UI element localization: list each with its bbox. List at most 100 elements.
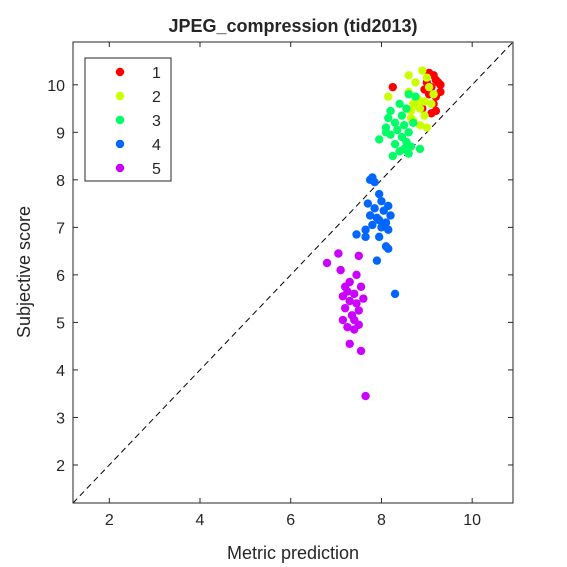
data-point-series-3 bbox=[388, 151, 397, 161]
data-point-series-1 bbox=[427, 109, 436, 118]
data-point-series-5 bbox=[352, 299, 361, 308]
x-tick-label: 8 bbox=[377, 512, 386, 529]
data-point-series-5 bbox=[359, 294, 368, 303]
legend-box bbox=[84, 57, 172, 182]
x-tick-label: 10 bbox=[463, 512, 481, 529]
data-point-series-3 bbox=[395, 99, 404, 108]
data-point-series-4 bbox=[352, 230, 361, 239]
data-point-series-3 bbox=[411, 92, 420, 101]
data-point-series-2 bbox=[418, 66, 427, 75]
data-point-series-4 bbox=[386, 211, 395, 220]
legend-marker-2 bbox=[115, 91, 125, 101]
legend: 1 2 3 4 5 bbox=[84, 57, 172, 182]
data-point-series-3 bbox=[386, 106, 395, 116]
data-point-series-5 bbox=[356, 282, 366, 291]
data-point-series-4 bbox=[384, 244, 393, 253]
data-point-series-2 bbox=[413, 101, 422, 111]
data-point-series-3 bbox=[390, 118, 400, 127]
data-point-series-5 bbox=[350, 325, 359, 334]
x-tick-label: 2 bbox=[105, 512, 114, 529]
data-point-series-2 bbox=[415, 120, 425, 130]
data-point-series-2 bbox=[404, 71, 413, 80]
legend-label-1: 1 bbox=[152, 65, 161, 82]
y-tick-label: 10 bbox=[47, 78, 65, 95]
data-point-series-4 bbox=[390, 289, 400, 299]
data-point-series-4 bbox=[377, 197, 386, 206]
data-point-series-4 bbox=[361, 225, 370, 234]
data-point-series-5 bbox=[354, 251, 363, 261]
plot-frame bbox=[72, 41, 514, 504]
data-point-series-4 bbox=[361, 232, 370, 242]
data-point-series-5 bbox=[354, 306, 363, 315]
legend-marker-1 bbox=[115, 67, 125, 77]
axis-ticks-group: 2 4 6 8 10 2 3 4 5 6 7 8 9 10 bbox=[47, 42, 513, 529]
reference-diagonal-line bbox=[72, 41, 514, 504]
reference-diagonal-group bbox=[72, 41, 514, 504]
data-point-series-3 bbox=[404, 90, 413, 99]
chart-title: JPEG_compression (tid2013) bbox=[168, 16, 417, 36]
data-point-series-5 bbox=[352, 270, 361, 280]
data-point-series-1 bbox=[388, 82, 397, 92]
data-point-series-5 bbox=[361, 391, 370, 401]
data-point-series-2 bbox=[427, 99, 436, 108]
legend-marker-3 bbox=[115, 115, 125, 125]
data-point-series-4 bbox=[370, 204, 379, 213]
y-tick-label: 4 bbox=[56, 363, 65, 380]
x-axis-label: Metric prediction bbox=[227, 543, 359, 563]
data-point-series-5 bbox=[336, 265, 345, 275]
data-point-series-3 bbox=[374, 135, 384, 144]
y-tick-label: 9 bbox=[56, 125, 65, 142]
y-tick-label: 5 bbox=[56, 315, 65, 332]
data-point-series-3 bbox=[404, 128, 413, 137]
data-point-series-3 bbox=[393, 125, 402, 135]
data-point-series-2 bbox=[411, 78, 420, 87]
data-point-series-4 bbox=[374, 189, 384, 199]
data-point-series-3 bbox=[406, 142, 416, 151]
data-point-series-4 bbox=[384, 225, 393, 234]
data-point-series-5 bbox=[334, 249, 343, 258]
data-point-series-5 bbox=[343, 322, 352, 332]
data-point-series-4 bbox=[368, 220, 377, 230]
data-point-series-2 bbox=[424, 82, 434, 92]
legend-label-3: 3 bbox=[152, 113, 161, 130]
data-point-series-4 bbox=[370, 178, 379, 187]
data-point-series-4 bbox=[372, 256, 382, 265]
data-point-series-3 bbox=[390, 139, 400, 149]
data-point-series-5 bbox=[338, 315, 348, 325]
data-point-series-3 bbox=[415, 144, 425, 154]
data-point-series-5 bbox=[350, 289, 359, 299]
x-tick-label: 4 bbox=[196, 512, 205, 529]
data-point-series-2 bbox=[384, 92, 393, 101]
y-tick-label: 2 bbox=[56, 458, 65, 475]
legend-label-2: 2 bbox=[152, 89, 161, 106]
legend-marker-5 bbox=[115, 163, 125, 173]
data-point-series-5 bbox=[338, 292, 348, 301]
data-point-series-3 bbox=[399, 144, 409, 154]
data-point-series-5 bbox=[356, 346, 366, 356]
data-point-series-5 bbox=[345, 339, 354, 348]
y-tick-label: 6 bbox=[56, 268, 65, 285]
data-point-series-4 bbox=[377, 223, 386, 232]
data-point-series-5 bbox=[322, 258, 332, 268]
legend-label-5: 5 bbox=[152, 161, 161, 178]
data-point-series-4 bbox=[374, 232, 384, 242]
data-point-series-5 bbox=[345, 296, 354, 306]
data-point-series-4 bbox=[379, 206, 388, 215]
data-point-series-5 bbox=[340, 303, 350, 313]
data-point-series-2 bbox=[420, 97, 429, 106]
data-point-series-1 bbox=[436, 87, 445, 97]
data-point-series-3 bbox=[399, 120, 409, 130]
data-point-series-2 bbox=[422, 123, 432, 132]
data-point-series-4 bbox=[363, 199, 373, 208]
data-point-series-3 bbox=[409, 118, 418, 127]
data-point-series-2 bbox=[429, 90, 438, 99]
data-point-series-3 bbox=[397, 111, 407, 120]
x-tick-label: 6 bbox=[286, 512, 295, 529]
data-point-series-3 bbox=[381, 128, 391, 137]
data-point-series-3 bbox=[384, 113, 393, 123]
data-point-series-4 bbox=[374, 216, 384, 225]
data-points-group bbox=[322, 66, 445, 401]
data-point-series-4 bbox=[365, 211, 375, 220]
y-tick-label: 7 bbox=[56, 220, 65, 237]
